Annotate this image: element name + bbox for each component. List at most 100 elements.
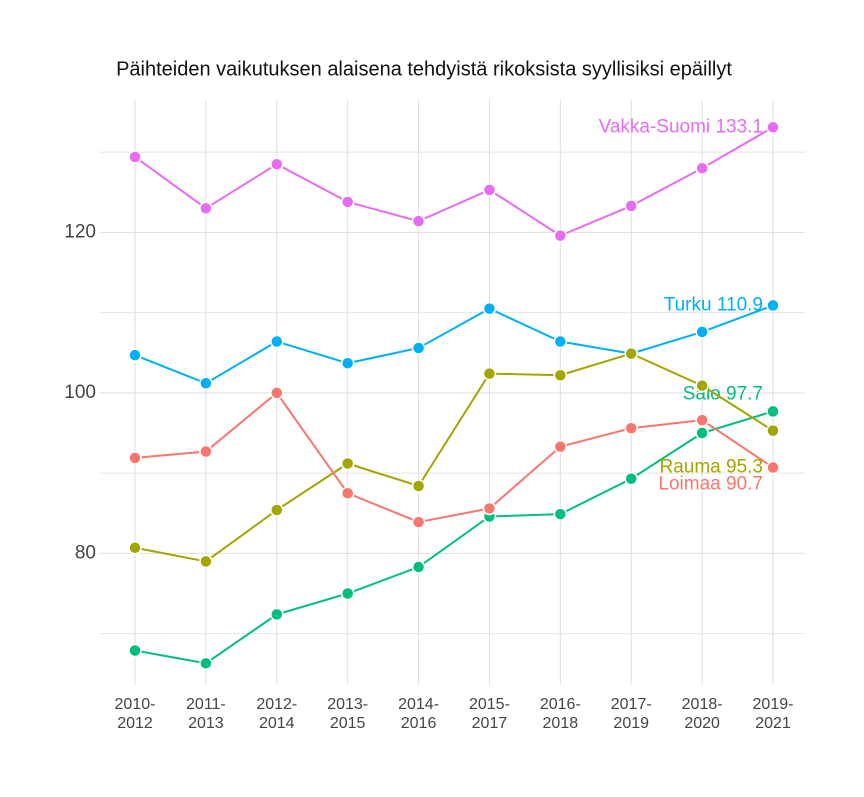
point — [411, 560, 426, 574]
x-tick-line: 2015 — [330, 715, 366, 732]
series-name: Vakka-Suomi — [599, 116, 711, 137]
point — [553, 334, 568, 349]
point — [766, 404, 780, 419]
point — [411, 341, 426, 355]
series-end-value: 90.7 — [726, 474, 763, 495]
x-tick-line: 2017 — [472, 715, 508, 732]
x-tick-label: 2014- 2016 — [398, 696, 439, 732]
x-tick-label: 2017- 2019 — [611, 696, 652, 732]
point — [624, 472, 638, 486]
x-tick-line: 2021 — [755, 715, 791, 732]
series-line — [134, 126, 774, 237]
series-name: Turku — [664, 294, 712, 315]
x-tick-line: 2014- — [398, 696, 439, 713]
x-tick-label: 2010- 2012 — [115, 696, 156, 732]
point — [128, 150, 142, 164]
x-tick-line: 2016- — [540, 696, 581, 713]
point — [199, 376, 213, 391]
point — [128, 643, 142, 658]
x-tick-line: 2019- — [753, 696, 794, 713]
end-label: Vakka-Suomi 133.1 — [599, 116, 763, 137]
point — [553, 228, 568, 243]
point — [199, 656, 213, 671]
end-label: Turku 110.9 — [664, 294, 763, 315]
point — [199, 444, 213, 459]
y-tick-label: 120 — [64, 221, 96, 242]
point — [411, 214, 426, 228]
x-tick-line: 2018- — [682, 696, 723, 713]
x-tick-line: 2017- — [611, 696, 652, 713]
series-name: Salo — [683, 383, 721, 404]
series-end-value: 97.7 — [726, 383, 763, 404]
x-tick-line: 2016 — [401, 715, 437, 732]
point — [199, 201, 213, 216]
point — [482, 366, 497, 381]
x-tick-line: 2010- — [115, 696, 156, 713]
point — [340, 486, 355, 500]
point — [270, 157, 284, 171]
series-line — [134, 391, 774, 524]
series-name: Rauma — [659, 457, 721, 478]
point — [766, 120, 780, 135]
point — [199, 554, 213, 569]
point — [340, 456, 355, 471]
chart-title: Päihteiden vaikutuksen alaisena tehdyist… — [116, 58, 732, 80]
series-end-value: 95.3 — [726, 457, 763, 478]
point — [270, 386, 284, 400]
point — [695, 325, 709, 339]
point — [411, 479, 426, 493]
series-line — [134, 410, 774, 665]
point — [270, 607, 284, 622]
x-tick-line: 2018 — [543, 715, 579, 732]
point — [624, 421, 638, 435]
point — [340, 586, 355, 601]
x-tick-label: 2015- 2017 — [469, 696, 510, 732]
point — [766, 298, 780, 313]
point — [128, 541, 142, 555]
series-end-value: 133.1 — [715, 116, 763, 137]
x-tick-line: 2019 — [613, 715, 649, 732]
point — [695, 161, 709, 175]
x-tick-label: 2011- 2013 — [186, 696, 226, 732]
point — [340, 356, 355, 370]
x-tick-label: 2019- 2021 — [753, 696, 794, 732]
point — [695, 413, 709, 427]
x-tick-line: 2012- — [256, 696, 297, 713]
point — [270, 334, 284, 349]
series-name: Loimaa — [658, 474, 721, 495]
series-line — [134, 304, 774, 385]
x-tick-line: 2015- — [469, 696, 510, 713]
x-tick-line: 2013 — [188, 715, 224, 732]
series-end-value: 110.9 — [717, 294, 763, 315]
point — [695, 378, 709, 393]
x-tick-line: 2013- — [327, 696, 368, 713]
x-tick-label: 2013- 2015 — [327, 696, 368, 732]
x-tick-line: 2011- — [186, 696, 226, 713]
end-label: Loimaa 90.7 — [658, 474, 763, 495]
point — [695, 426, 709, 440]
point — [766, 460, 780, 475]
end-label: Salo 97.7 — [683, 383, 763, 404]
end-label: Rauma 95.3 — [659, 457, 763, 478]
y-tick-label: 100 — [64, 382, 96, 403]
x-tick-line: 2014 — [259, 715, 295, 732]
x-tick-line: 2020 — [684, 715, 720, 732]
x-tick-line: 2012 — [117, 715, 153, 732]
point — [482, 301, 497, 316]
point — [482, 501, 497, 516]
point — [553, 439, 568, 454]
point — [624, 346, 638, 361]
x-tick-label: 2012- 2014 — [256, 696, 297, 732]
y-tick-label: 80 — [75, 542, 96, 563]
point — [482, 183, 497, 197]
point — [128, 451, 142, 465]
point — [766, 423, 780, 438]
point — [553, 368, 568, 382]
point — [340, 195, 355, 209]
point — [411, 515, 426, 529]
point — [270, 503, 284, 517]
series-line — [134, 352, 774, 563]
point — [624, 199, 638, 213]
x-tick-label: 2016- 2018 — [540, 696, 581, 732]
